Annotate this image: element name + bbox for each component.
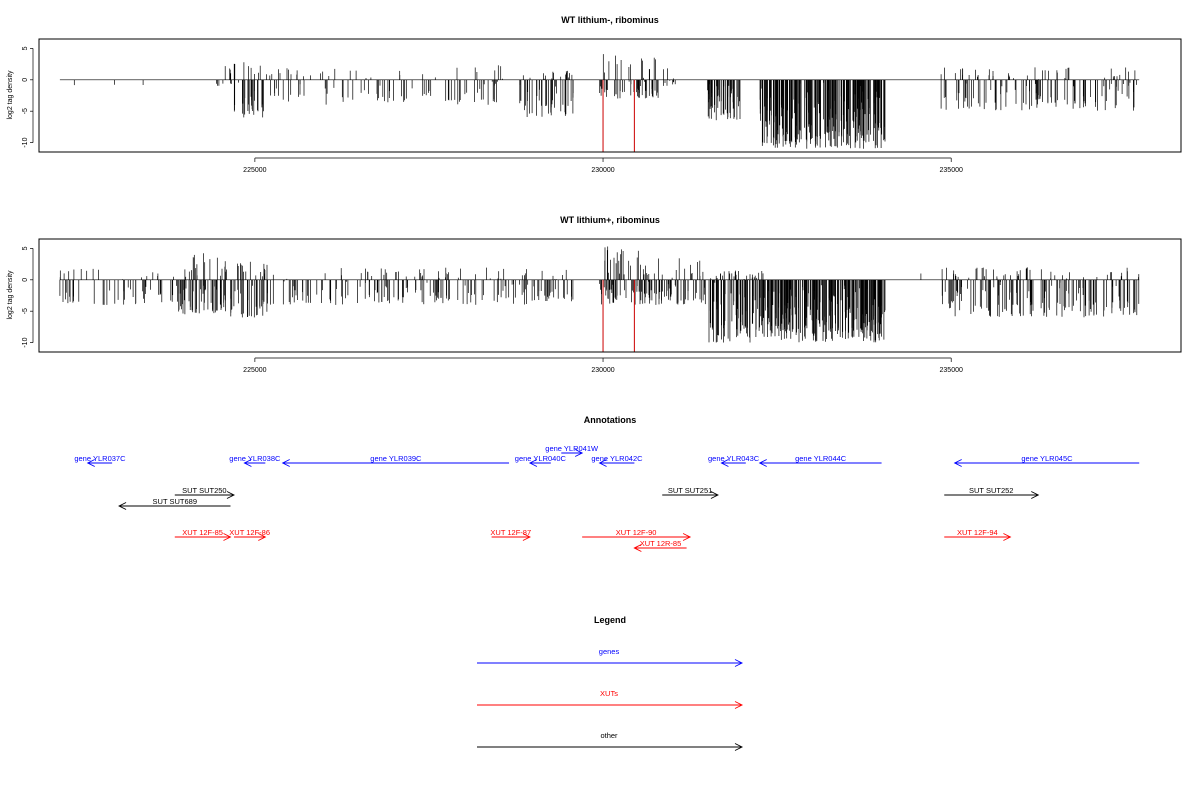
legend-items: genes XUTs other: [477, 647, 744, 751]
coverage-bars: [59, 246, 1140, 352]
gene-label: gene YLR044C: [795, 454, 847, 463]
legend-item-label: genes: [599, 647, 620, 656]
y-tick-label: 0: [22, 278, 29, 282]
annotations-title: Annotations: [584, 415, 637, 425]
y-axis: 5 0 -5 -10: [22, 46, 34, 148]
gene-label: gene YLR040C: [515, 454, 567, 463]
other-arrow-head: [710, 491, 719, 499]
legend-arrow-head: [734, 743, 744, 751]
y-axis-label: log2 tag density: [7, 70, 14, 120]
xut-label: XUT 12F-85: [182, 528, 223, 537]
y-tick-label: -5: [22, 308, 29, 314]
y-tick-label: 5: [22, 246, 29, 250]
gene-arrow-head: [86, 459, 95, 467]
legend-title: Legend: [594, 615, 626, 625]
xut-label: XUT 12F-90: [616, 528, 657, 537]
y-tick-label: 5: [22, 46, 29, 50]
gene-label: gene YLR041W: [545, 444, 599, 453]
plot-frame: [38, 238, 1182, 353]
gene-arrow-head: [953, 459, 962, 467]
x-tick-label: 230000: [591, 367, 614, 374]
other-label: SUT SUT251: [668, 486, 712, 495]
y-axis-label: log2 tag density: [7, 270, 14, 320]
gene-label: gene YLR043C: [708, 454, 760, 463]
legend-item-label: XUTs: [600, 689, 618, 698]
x-axis: 225000 230000 235000: [243, 357, 963, 374]
gene-label: gene YLR038C: [229, 454, 281, 463]
legend-item-label: other: [600, 731, 618, 740]
x-tick-label: 225000: [243, 167, 266, 174]
xut-label: XUT 12F-86: [229, 528, 270, 537]
xut-arrow-head: [522, 533, 531, 541]
gene-arrow-head: [528, 459, 538, 467]
coverage-bars: [59, 54, 1140, 152]
y-axis: 5 0 -5 -10: [22, 246, 34, 348]
legend: Legend genes XUTs other: [477, 615, 744, 751]
xut-arrow-head: [223, 533, 232, 541]
y-tick-label: 0: [22, 78, 29, 82]
xut-arrow-head: [682, 533, 692, 541]
y-tick-label: -5: [22, 108, 29, 114]
gene-arrow-head: [758, 459, 767, 467]
annotation-features: gene YLR037C gene YLR038C gene YLR039C gene…: [74, 444, 1140, 552]
xut-label: XUT 12R-85: [640, 539, 682, 548]
gene-label: gene YLR045C: [1021, 454, 1073, 463]
y-tick-label: -10: [22, 137, 29, 147]
xut-label: XUT 12F-94: [957, 528, 998, 537]
gene-arrow-head: [574, 449, 584, 457]
legend-arrow-head: [734, 659, 744, 667]
gene-arrow-head: [243, 459, 252, 467]
xut-arrow-head: [633, 544, 642, 552]
plot-frame: [38, 38, 1182, 153]
gene-arrow-head: [598, 459, 607, 467]
x-tick-label: 225000: [243, 367, 266, 374]
coverage-panel-lithium-plus: WT lithium+, ribominus log2 tag density …: [7, 215, 1182, 374]
gene-label: gene YLR042C: [591, 454, 643, 463]
other-label: SUT SUT252: [969, 486, 1013, 495]
gene-label: gene YLR037C: [74, 454, 126, 463]
other-arrow-head: [118, 502, 127, 510]
x-tick-label: 235000: [940, 367, 963, 374]
gene-arrow-head: [281, 459, 290, 467]
xut-arrow-head: [1003, 533, 1012, 541]
coverage-panel-lithium-minus: WT lithium-, ribominus log2 tag density …: [7, 15, 1182, 174]
panel-title: WT lithium+, ribominus: [560, 215, 660, 225]
legend-arrow-head: [734, 701, 744, 709]
other-arrow-head: [226, 491, 235, 499]
gene-arrow-head: [720, 459, 729, 467]
y-tick-label: -10: [22, 337, 29, 347]
xut-arrow-head: [258, 533, 267, 541]
other-arrow-head: [1031, 491, 1040, 499]
panel-title: WT lithium-, ribominus: [561, 15, 659, 25]
x-tick-label: 230000: [591, 167, 614, 174]
annotation-track: Annotations gene YLR037C gene YLR038C gene…: [74, 415, 1140, 552]
x-tick-label: 235000: [940, 167, 963, 174]
x-axis: 225000 230000 235000: [243, 157, 963, 174]
xut-label: XUT 12F-87: [490, 528, 531, 537]
gene-label: gene YLR039C: [370, 454, 422, 463]
other-label: SUT SUT689: [153, 497, 197, 506]
other-label: SUT SUT250: [182, 486, 226, 495]
